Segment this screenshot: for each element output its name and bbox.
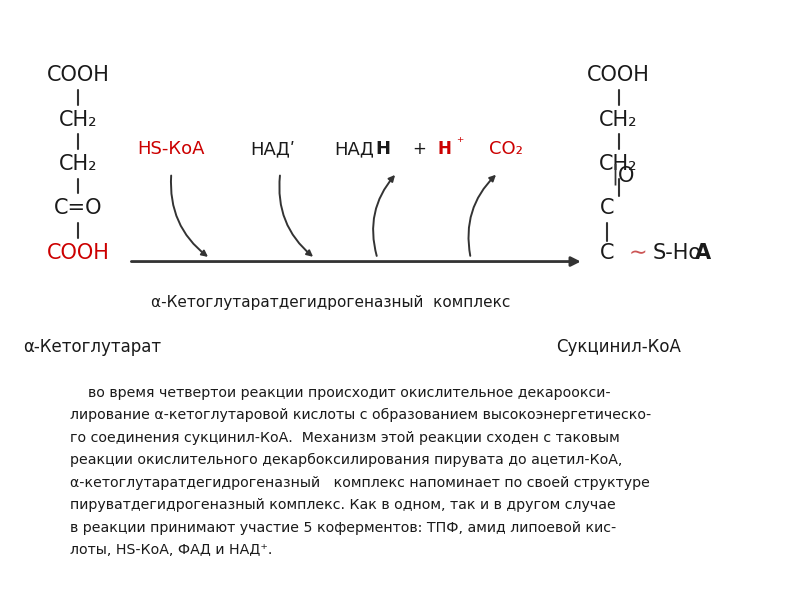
Text: НАД: НАД (334, 140, 374, 158)
Text: COOH: COOH (587, 65, 650, 85)
Text: во время четвертои реакции происходит окислительное декароокси-: во время четвертои реакции происходит ок… (70, 386, 611, 400)
Text: CH₂: CH₂ (58, 110, 98, 130)
Text: CO₂: CO₂ (489, 140, 522, 158)
Text: A: A (694, 242, 710, 263)
Text: O: O (618, 166, 634, 186)
Text: HS-КоА: HS-КоА (138, 140, 205, 158)
Text: CH₂: CH₂ (599, 110, 638, 130)
FancyArrowPatch shape (279, 176, 311, 256)
Text: COOH: COOH (46, 242, 110, 263)
Text: COOH: COOH (46, 65, 110, 85)
Text: C: C (600, 198, 614, 218)
Text: α-кетоглутаратдегидрогеназный   комплекс напоминает по своей структуре: α-кетоглутаратдегидрогеназный комплекс н… (70, 476, 650, 490)
Text: реакции окислительного декарбоксилирования пирувата до ацетил-КоА,: реакции окислительного декарбоксилирован… (70, 453, 622, 467)
Text: НАДʹ: НАДʹ (250, 140, 295, 158)
Text: CH₂: CH₂ (58, 154, 98, 174)
Text: α-Кетоглутаратдегидрогеназный  комплекс: α-Кетоглутаратдегидрогеназный комплекс (151, 295, 510, 310)
Text: лоты, HS-КоА, ФАД и НАД⁺.: лоты, HS-КоА, ФАД и НАД⁺. (70, 543, 273, 557)
Text: Сукцинил-КоА: Сукцинил-КоА (556, 338, 682, 356)
Text: |: | (611, 163, 618, 185)
Text: S-Ho: S-Ho (652, 242, 702, 263)
FancyArrowPatch shape (469, 176, 494, 256)
Text: +: + (413, 140, 432, 158)
Text: C: C (600, 242, 614, 263)
Text: CH₂: CH₂ (599, 154, 638, 174)
Text: лирование α-кетоглутаровой кислоты с образованием высокоэнергетическо-: лирование α-кетоглутаровой кислоты с обр… (70, 408, 651, 422)
Text: го соединения сукцинил-КоА.  Механизм этой реакции сходен с таковым: го соединения сукцинил-КоА. Механизм это… (70, 431, 620, 445)
Text: пируватдегидрогеназный комплекс. Как в одном, так и в другом случае: пируватдегидрогеназный комплекс. Как в о… (70, 498, 616, 512)
FancyArrowPatch shape (171, 176, 206, 256)
FancyArrowPatch shape (373, 176, 394, 256)
Text: Н: Н (375, 140, 390, 158)
Text: C=O: C=O (54, 198, 102, 218)
Text: ⁺: ⁺ (456, 136, 463, 150)
Text: ∼: ∼ (629, 242, 647, 263)
Text: α-Кетоглутарат: α-Кетоглутарат (24, 338, 162, 356)
Text: Н: Н (438, 140, 451, 158)
Text: в реакции принимают участие 5 коферментов: ТПФ, амид липоевой кис-: в реакции принимают участие 5 коферменто… (70, 521, 617, 535)
